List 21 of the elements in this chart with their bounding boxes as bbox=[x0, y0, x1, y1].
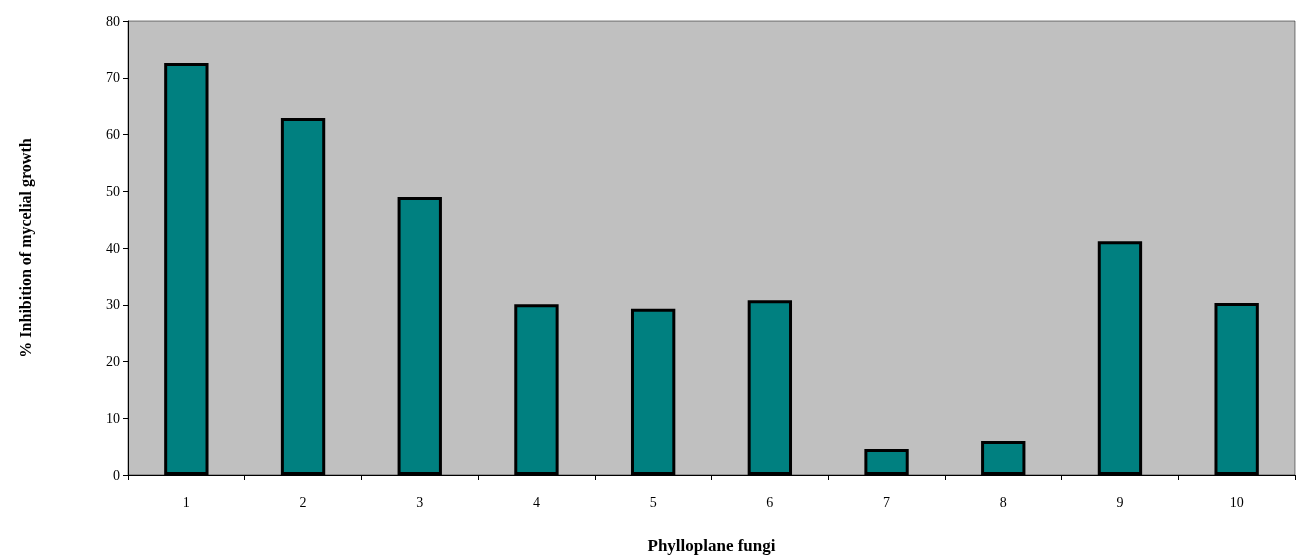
y-tick-label: 60 bbox=[106, 127, 120, 142]
y-tick-label: 10 bbox=[106, 410, 120, 426]
x-tick-label: 9 bbox=[1116, 494, 1124, 510]
x-tick-label: 4 bbox=[532, 494, 540, 510]
y-tick-label: 30 bbox=[106, 297, 120, 313]
x-tick-label: 2 bbox=[299, 494, 307, 510]
y-tick-label: 80 bbox=[106, 13, 120, 29]
x-tick-label: 8 bbox=[999, 494, 1007, 510]
y-tick-label: 0 bbox=[113, 467, 120, 483]
y-tick-label: 40 bbox=[106, 240, 120, 256]
x-tick-label: 3 bbox=[416, 494, 424, 510]
x-tick-label: 10 bbox=[1229, 494, 1244, 510]
x-axis-title: Phylloplane fungi bbox=[647, 536, 776, 555]
x-tick-label: 6 bbox=[766, 494, 774, 510]
x-tick-label: 7 bbox=[883, 494, 891, 510]
x-tick-label: 5 bbox=[649, 494, 657, 510]
y-tick-label: 70 bbox=[106, 70, 120, 86]
x-tick-label: 1 bbox=[182, 494, 190, 510]
y-tick-label: 20 bbox=[106, 354, 120, 369]
y-axis-title: % Inhibition of mycelial growth bbox=[16, 138, 35, 358]
y-tick-label: 50 bbox=[106, 183, 120, 199]
